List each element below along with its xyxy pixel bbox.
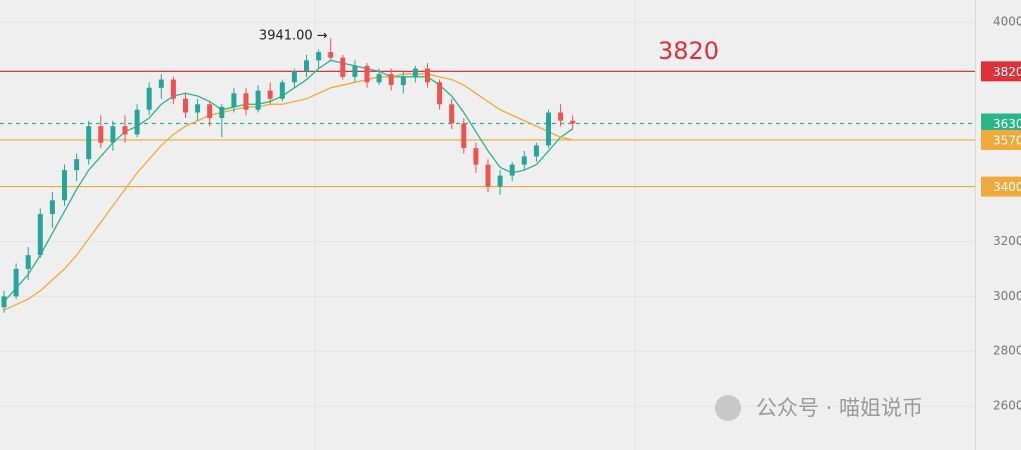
y-tick-label: 2800: [993, 344, 1021, 358]
y-tick-label: 3200: [993, 234, 1021, 248]
y-tick-label: 2600: [993, 399, 1021, 413]
candle-body: [62, 170, 67, 201]
candle-body: [340, 57, 346, 77]
y-tick-label: 3000: [993, 289, 1021, 303]
candle-body: [110, 126, 116, 143]
watermark: 公众号 · 喵姐说币: [756, 396, 923, 420]
candle-body: [352, 65, 358, 77]
candle-body: [449, 104, 455, 124]
candle-body: [37, 214, 43, 256]
candle-body: [291, 71, 297, 83]
candle-body: [158, 79, 164, 88]
candle-body: [25, 255, 31, 269]
candle-body: [74, 159, 80, 171]
candle-body: [485, 164, 491, 187]
moving-average: [3, 73, 573, 311]
candle-body: [376, 74, 382, 83]
price-level-label: 3570: [993, 133, 1021, 147]
candle-body: [304, 60, 309, 72]
candle-body: [546, 112, 551, 146]
price-level-label: 3400: [993, 180, 1021, 194]
candle-body: [49, 200, 55, 215]
price-level-box: [981, 113, 1021, 134]
price-level-box: [981, 61, 1021, 82]
y-tick-label: 4000: [993, 14, 1021, 28]
candle-body: [461, 123, 467, 149]
candle-body: [170, 79, 176, 99]
candle-body: [388, 74, 394, 86]
candle-body: [86, 126, 92, 160]
candle-body: [533, 145, 539, 157]
candle-body: [521, 156, 527, 165]
price-level-label: 3630: [993, 117, 1021, 131]
watermark-icon: [715, 395, 741, 421]
candle-body: [195, 104, 201, 113]
candle-body: [183, 98, 188, 113]
candle-body: [122, 126, 128, 135]
candle-body: [412, 68, 418, 77]
candle-body: [364, 65, 370, 83]
candle-body: [243, 93, 249, 110]
candle-body: [558, 112, 564, 121]
candle-body: [231, 93, 237, 108]
candle-body: [134, 109, 140, 135]
candle-body: [328, 52, 334, 58]
candle-body: [255, 90, 261, 110]
arrow: →: [317, 29, 328, 44]
high-annotation: 3941.00: [259, 29, 313, 44]
price-level-box: [981, 129, 1021, 150]
candle-body: [437, 82, 443, 105]
candle-body: [1, 296, 7, 308]
candle-body: [473, 148, 479, 165]
candle-body: [400, 76, 406, 86]
candle-body: [13, 268, 19, 297]
candle-body: [98, 126, 104, 143]
candle-body: [219, 107, 225, 118]
price-level-box: [981, 176, 1021, 197]
level-annotation: 3820: [658, 37, 719, 65]
candle-body: [425, 68, 430, 83]
moving-average: [3, 59, 574, 303]
candle-body: [570, 120, 576, 124]
price-level-label: 3820: [993, 65, 1021, 79]
candle-body: [497, 175, 503, 187]
candle-body: [146, 87, 152, 110]
candle-body: [267, 90, 273, 99]
candle-body: [207, 104, 213, 118]
candle-body: [316, 52, 322, 61]
candle-body: [279, 82, 285, 99]
candle-body: [509, 164, 515, 176]
